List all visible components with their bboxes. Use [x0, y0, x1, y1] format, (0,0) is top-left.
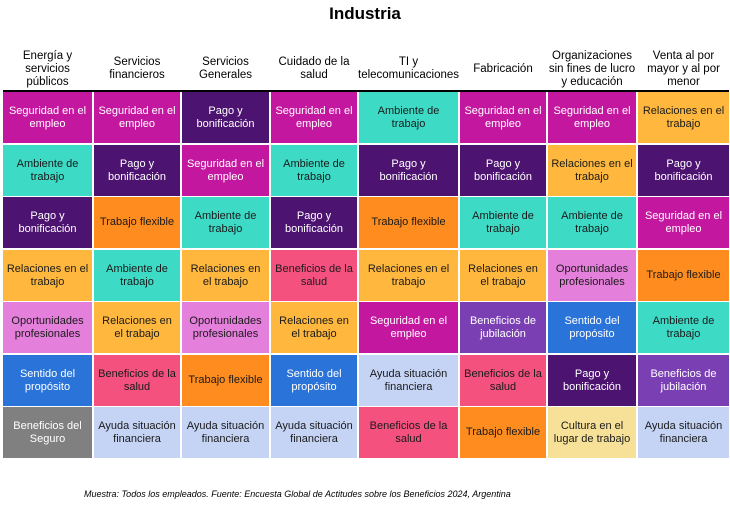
ranking-cell: Pago y bonificación — [460, 145, 546, 196]
ranking-cell: Oportunidades profesionales — [548, 250, 636, 301]
ranking-cell: Trabajo flexible — [460, 407, 546, 458]
ranking-cell: Trabajo flexible — [94, 197, 180, 248]
ranking-cell: Relaciones en el trabajo — [182, 250, 269, 301]
ranking-cell: Ayuda situación financiera — [359, 355, 458, 406]
column-header: Fabricación — [473, 62, 533, 75]
ranking-cell: Ambiente de trabajo — [271, 145, 357, 196]
ranking-cell: Pago y bonificación — [182, 92, 269, 143]
ranking-cell: Trabajo flexible — [359, 197, 458, 248]
ranking-cell: Seguridad en el empleo — [3, 92, 92, 143]
header-divider — [3, 90, 729, 92]
ranking-cell: Trabajo flexible — [182, 355, 269, 406]
column-header: Servicios financieros — [109, 56, 165, 81]
ranking-cell: Seguridad en el empleo — [271, 92, 357, 143]
ranking-cell: Relaciones en el trabajo — [94, 302, 180, 353]
ranking-cell: Pago y bonificación — [3, 197, 92, 248]
column-header: Cuidado de la salud — [278, 56, 350, 81]
ranking-cell: Seguridad en el empleo — [638, 197, 729, 248]
column-header: Venta al por mayor y al por menor — [647, 49, 720, 88]
ranking-cell: Beneficios de la salud — [460, 355, 546, 406]
ranking-cell: Oportunidades profesionales — [3, 302, 92, 353]
ranking-cell: Sentido del propósito — [548, 302, 636, 353]
ranking-cell: Seguridad en el empleo — [182, 145, 269, 196]
ranking-cell: Pago y bonificación — [359, 145, 458, 196]
ranking-cell: Beneficios de la salud — [271, 250, 357, 301]
ranking-cell: Pago y bonificación — [94, 145, 180, 196]
ranking-cell: Pago y bonificación — [548, 355, 636, 406]
ranking-cell: Ayuda situación financiera — [94, 407, 180, 458]
ranking-cell: Sentido del propósito — [3, 355, 92, 406]
ranking-cell: Beneficios de jubilación — [638, 355, 729, 406]
ranking-cell: Relaciones en el trabajo — [548, 145, 636, 196]
ranking-cell: Oportunidades profesionales — [182, 302, 269, 353]
column-headers: Energía y servicios públicos Servicios fi… — [3, 48, 729, 90]
ranking-grid: Seguridad en el empleo Seguridad en el em… — [3, 92, 729, 462]
chart-title: Industria — [329, 4, 401, 23]
ranking-cell: Pago y bonificación — [638, 145, 729, 196]
column-header: Servicios Generales — [198, 56, 253, 81]
ranking-cell: Beneficios de la salud — [94, 355, 180, 406]
ranking-cell: Relaciones en el trabajo — [3, 250, 92, 301]
ranking-cell: Ambiente de trabajo — [359, 92, 458, 143]
ranking-cell: Ambiente de trabajo — [638, 302, 729, 353]
ranking-cell: Ayuda situación financiera — [271, 407, 357, 458]
ranking-cell: Cultura en el lugar de trabajo — [548, 407, 636, 458]
ranking-cell: Beneficios de jubilación — [460, 302, 546, 353]
ranking-cell: Seguridad en el empleo — [548, 92, 636, 143]
ranking-cell: Sentido del propósito — [271, 355, 357, 406]
ranking-cell: Relaciones en el trabajo — [460, 250, 546, 301]
column-header: Energía y servicios públicos — [22, 49, 73, 88]
column-header: Organizaciones sin fines de lucro y educ… — [548, 49, 636, 88]
ranking-cell: Beneficios de la salud — [359, 407, 458, 458]
ranking-cell: Ambiente de trabajo — [94, 250, 180, 301]
ranking-cell: Ambiente de trabajo — [3, 145, 92, 196]
ranking-cell: Ambiente de trabajo — [182, 197, 269, 248]
ranking-cell: Relaciones en el trabajo — [359, 250, 458, 301]
ranking-cell: Ambiente de trabajo — [460, 197, 546, 248]
ranking-cell: Trabajo flexible — [638, 250, 729, 301]
ranking-cell: Pago y bonificación — [271, 197, 357, 248]
ranking-cell: Seguridad en el empleo — [94, 92, 180, 143]
ranking-cell: Ayuda situación financiera — [638, 407, 729, 458]
ranking-cell: Relaciones en el trabajo — [271, 302, 357, 353]
ranking-cell: Seguridad en el empleo — [460, 92, 546, 143]
ranking-cell: Beneficios del Seguro — [3, 407, 92, 458]
ranking-cell: Ambiente de trabajo — [548, 197, 636, 248]
source-footnote: Muestra: Todos los empleados. Fuente: En… — [84, 489, 511, 499]
ranking-cell: Seguridad en el empleo — [359, 302, 458, 353]
ranking-cell: Ayuda situación financiera — [182, 407, 269, 458]
column-header: TI y telecomunicaciones — [358, 56, 460, 81]
ranking-cell: Relaciones en el trabajo — [638, 92, 729, 143]
